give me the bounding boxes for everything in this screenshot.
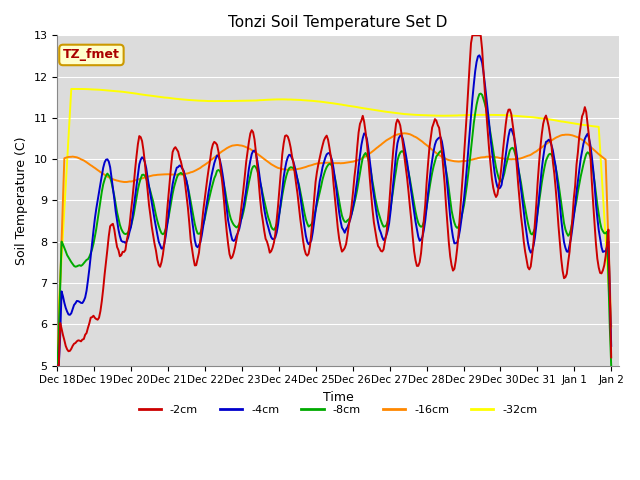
Title: Tonzi Soil Temperature Set D: Tonzi Soil Temperature Set D [228,15,448,30]
Text: TZ_fmet: TZ_fmet [63,48,120,61]
Legend: -2cm, -4cm, -8cm, -16cm, -32cm: -2cm, -4cm, -8cm, -16cm, -32cm [134,401,542,420]
Y-axis label: Soil Temperature (C): Soil Temperature (C) [15,136,28,265]
X-axis label: Time: Time [323,391,353,404]
